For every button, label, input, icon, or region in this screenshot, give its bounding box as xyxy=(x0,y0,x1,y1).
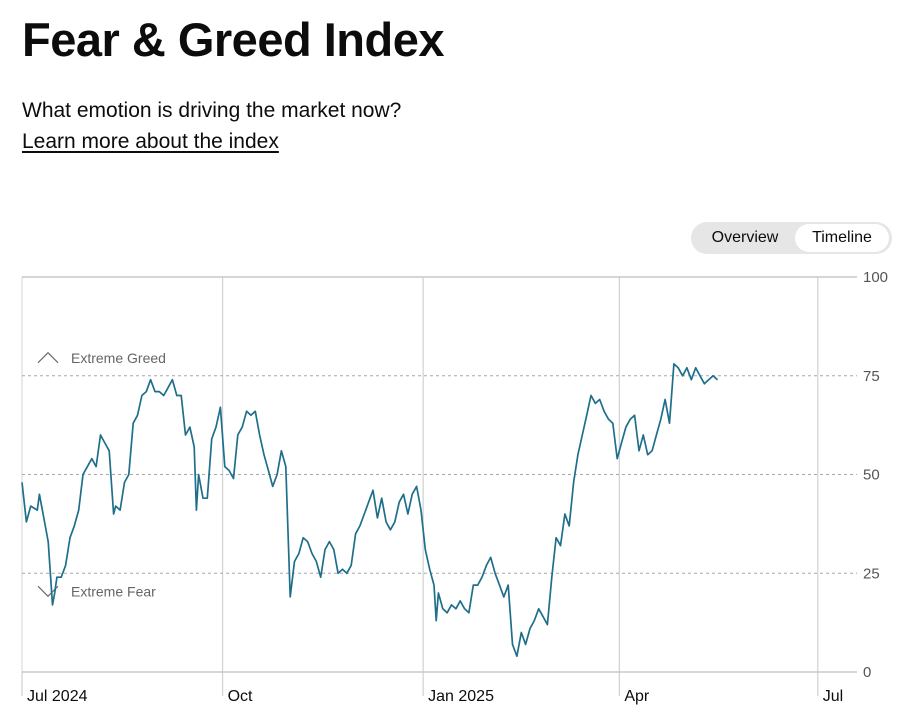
fear-greed-timeline-chart: Jul 2024 Oct Jan 2025 Apr Jul 100 75 50 25 0 Extre… xyxy=(21,269,888,705)
extreme-greed-icon xyxy=(37,351,59,364)
y-tick-label: 75 xyxy=(863,368,880,385)
y-tick-label: 25 xyxy=(863,565,880,582)
band-label: Extreme Greed xyxy=(71,350,166,366)
y-tick-label: 0 xyxy=(863,664,871,681)
x-tick-label: Jul xyxy=(823,688,843,705)
overview-tab[interactable]: Overview xyxy=(711,229,779,246)
view-toggle: Overview Timeline xyxy=(691,222,892,254)
y-tick-label: 50 xyxy=(863,467,880,484)
timeline-tab[interactable]: Timeline xyxy=(795,224,889,252)
page-subtitle: What emotion is driving the market now? xyxy=(22,99,402,122)
y-tick-label: 100 xyxy=(863,269,888,286)
page-title: Fear & Greed Index xyxy=(22,13,445,66)
index-series-line xyxy=(21,363,719,658)
learn-more-link[interactable]: Learn more about the index xyxy=(22,130,279,153)
x-tick-label: Jan 2025 xyxy=(428,688,494,705)
x-tick-label: Oct xyxy=(228,688,253,705)
x-tick-label: Apr xyxy=(624,688,650,705)
x-tick-label: Jul 2024 xyxy=(27,688,88,705)
band-label: Extreme Fear xyxy=(71,583,156,599)
